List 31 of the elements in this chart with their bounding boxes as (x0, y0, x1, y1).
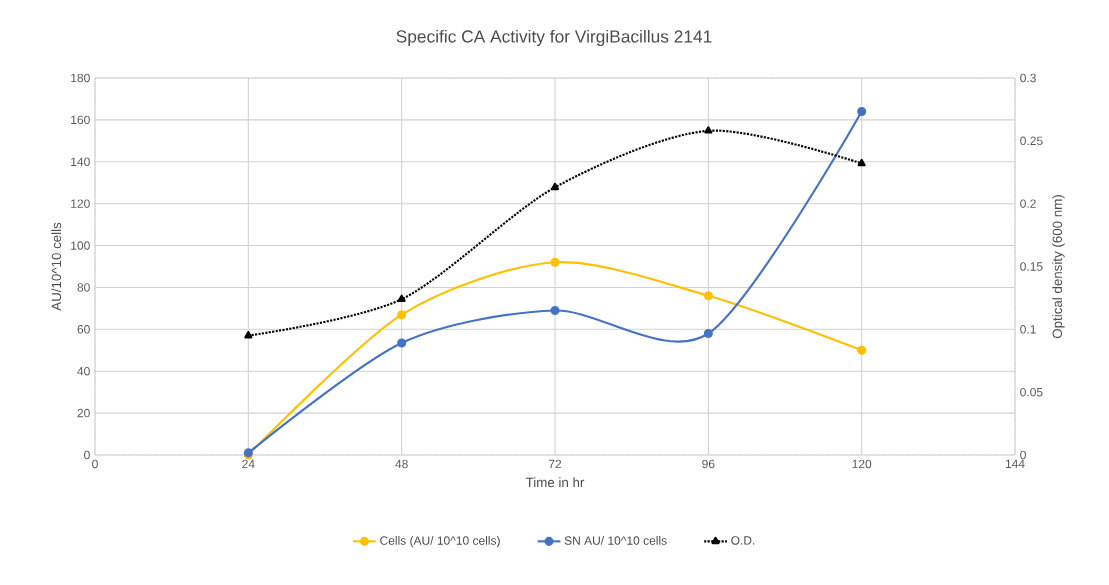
y2-tick-label: 0.3 (1020, 73, 1036, 83)
y-tick-label: 120 (71, 199, 90, 208)
y2-tick-label: 0.15 (1020, 262, 1043, 271)
y-tick-label: 160 (71, 115, 90, 125)
x-tick-label: 144 (1005, 459, 1025, 468)
y-tick-label: 0 (84, 450, 90, 460)
y-tick-label: 40 (77, 366, 90, 376)
y2-tick-label: 0.05 (1020, 387, 1043, 397)
y-tick-label: 60 (77, 325, 90, 334)
x-tick-label: 0 (92, 459, 98, 469)
x-tick-label: 96 (702, 459, 715, 469)
x-tick-label: 24 (242, 459, 255, 469)
y-tick-label: 80 (77, 283, 90, 292)
y-tick-label: 100 (71, 241, 90, 250)
legend-label: Cells (AU/ 10^10 cells) (380, 535, 500, 548)
x-tick-label: 72 (548, 459, 562, 469)
y-tick-label: 180 (71, 73, 90, 83)
chart-title: Specific CA Activity for VirgiBacillus 2141 (396, 29, 712, 47)
x-axis-title: Time in hr (525, 477, 585, 488)
y2-tick-label: 0.25 (1020, 136, 1043, 146)
x-tick-label: 48 (395, 459, 408, 469)
legend-label: O.D. (731, 536, 755, 545)
y2-axis-title: Optical density (600 nm) (1052, 195, 1065, 339)
y2-tick-label: 0 (1020, 450, 1026, 460)
x-tick-label: 120 (852, 459, 872, 469)
y-tick-label: 140 (71, 157, 90, 167)
legend-label: SN AU/ 10^10 cells (564, 535, 667, 545)
y2-tick-label: 0.2 (1020, 199, 1036, 208)
y-axis-title: AU/10^10 cells (51, 222, 62, 311)
y2-tick-label: 0.1 (1020, 325, 1036, 334)
y-tick-label: 20 (77, 408, 90, 418)
